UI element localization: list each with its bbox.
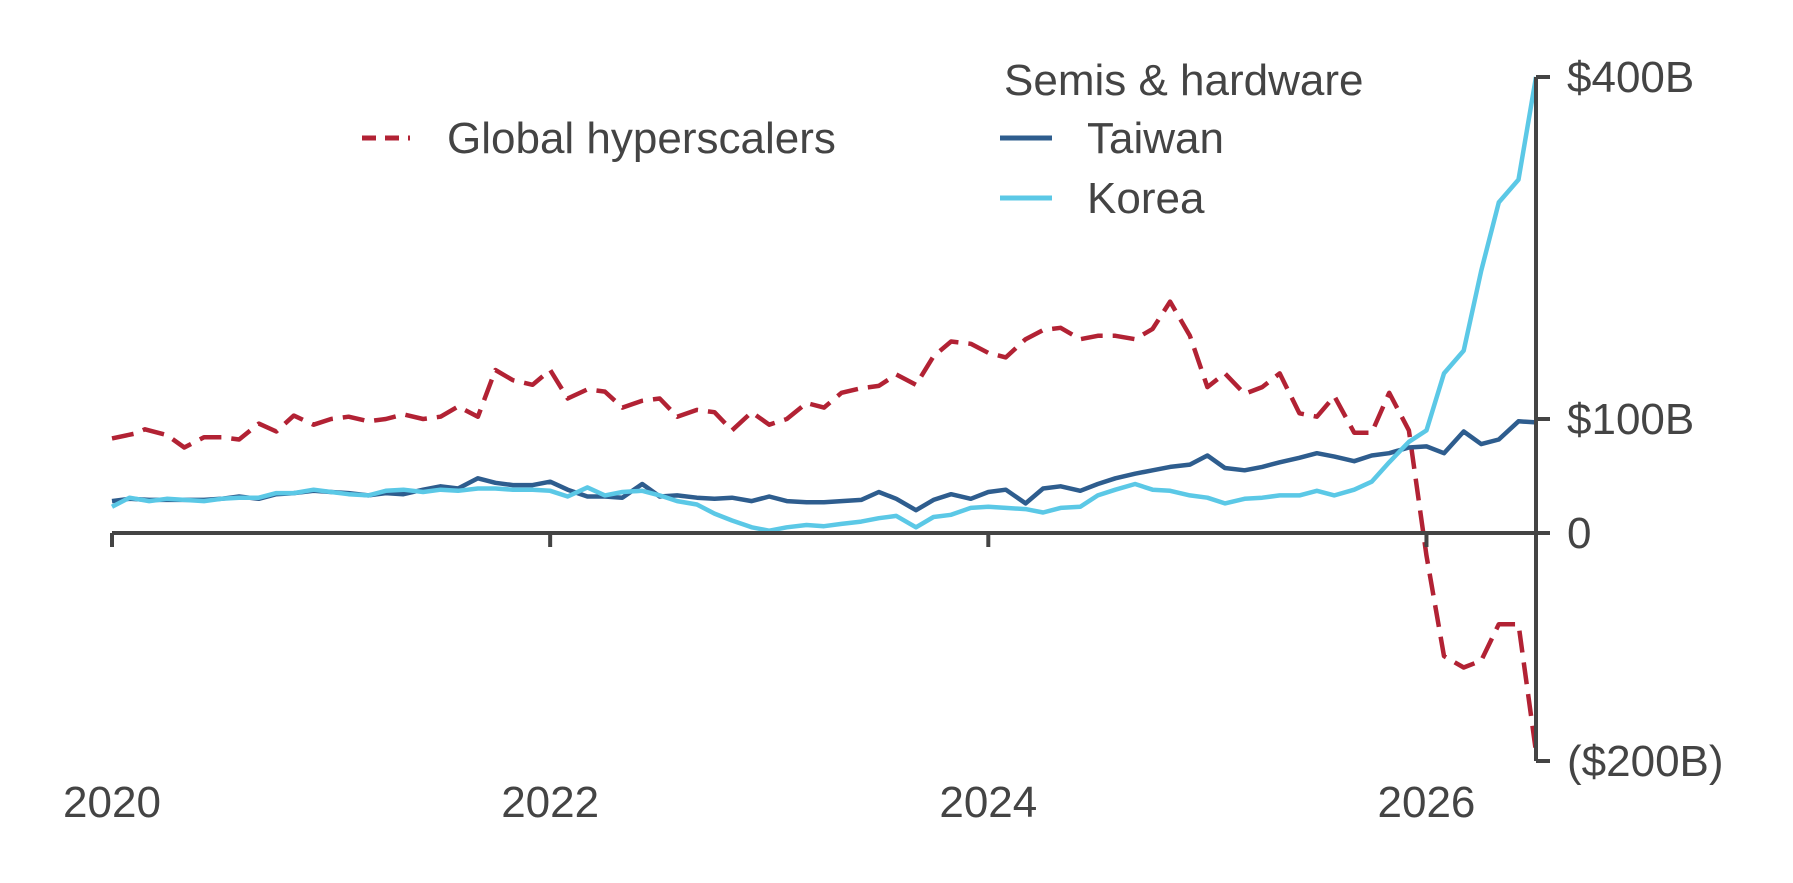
x-tick-label: 2022 [501, 778, 599, 827]
axes-layer: 2020 2022 2024 2026 $400B $100B 0 ($200B) [63, 53, 1723, 827]
x-tick-label: 2026 [1378, 778, 1476, 827]
y-tick-label: ($200B) [1567, 737, 1724, 786]
legend: Semis & hardware Global hyperscalers Taiw… [362, 56, 1363, 223]
legend-label-taiwan: Taiwan [1087, 114, 1224, 163]
legend-label-global-hyperscalers: Global hyperscalers [447, 114, 836, 163]
x-tick-label: 2024 [939, 778, 1037, 827]
legend-group-title: Semis & hardware [1004, 56, 1363, 105]
x-tick-label: 2020 [63, 778, 161, 827]
y-tick-label: 0 [1567, 509, 1591, 558]
series-line-global-hyperscalers [111, 299, 1539, 753]
series-line-korea [110, 76, 1539, 533]
legend-label-korea: Korea [1087, 174, 1205, 223]
y-tick-label: $400B [1567, 53, 1694, 102]
y-tick-label: $100B [1567, 395, 1694, 444]
series-line-taiwan [111, 419, 1537, 513]
series-layer [110, 76, 1539, 753]
